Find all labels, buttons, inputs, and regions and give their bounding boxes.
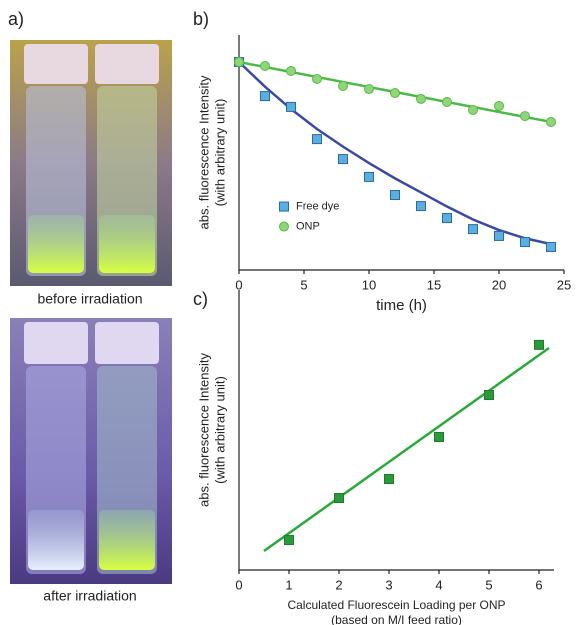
panel-label: b) <box>193 9 209 29</box>
point <box>334 493 344 504</box>
photo-caption: after irradiation <box>43 588 136 604</box>
point <box>312 73 322 84</box>
y-axis-label: (with arbitrary unit) <box>212 99 227 207</box>
y-axis-label: (with arbitrary unit) <box>212 376 227 484</box>
point <box>520 237 530 248</box>
x-axis-label: time (h) <box>376 297 427 314</box>
photo-caption: before irradiation <box>37 291 142 307</box>
x-tick-label: 0 <box>235 577 242 592</box>
panel-label: c) <box>193 289 208 309</box>
point <box>234 57 244 68</box>
point <box>338 80 348 91</box>
x-tick-label: 4 <box>435 577 442 592</box>
point <box>546 241 556 252</box>
x-axis-label: Calculated Fluorescein Loading per ONP <box>287 598 505 612</box>
point <box>546 116 556 127</box>
legend-marker <box>279 201 289 212</box>
point <box>494 230 504 241</box>
point <box>442 96 452 107</box>
x-tick-label: 20 <box>492 277 506 292</box>
x-tick-label: 2 <box>335 577 342 592</box>
point <box>434 432 444 442</box>
point <box>384 474 394 484</box>
point <box>286 101 296 112</box>
photo-before <box>10 40 172 286</box>
point <box>416 201 426 212</box>
point <box>364 171 374 182</box>
point <box>442 213 452 224</box>
panel-label: a) <box>8 9 24 29</box>
legend-label: ONP <box>296 220 320 232</box>
x-tick-label: 15 <box>427 277 441 292</box>
fit-line <box>263 346 550 552</box>
photo-after <box>10 318 172 584</box>
point <box>260 61 270 72</box>
point <box>534 339 544 350</box>
point <box>338 154 348 165</box>
x-tick-label: 5 <box>485 577 492 592</box>
x-axis-label: (based on M/I feed ratio) <box>331 613 462 625</box>
point <box>312 134 322 145</box>
point <box>390 190 400 201</box>
x-tick-label: 6 <box>535 577 542 592</box>
x-tick-label: 5 <box>300 277 307 292</box>
x-tick-label: 3 <box>385 577 392 592</box>
point <box>286 65 296 76</box>
point <box>364 84 374 95</box>
point <box>260 91 270 102</box>
point <box>416 93 426 104</box>
x-tick-label: 10 <box>362 277 376 292</box>
y-axis-label: abs. fluorescence Intensity <box>196 75 211 229</box>
point <box>468 104 478 115</box>
x-tick-label: 1 <box>285 577 292 592</box>
y-axis-label: abs. fluorescence Intensity <box>196 353 211 507</box>
point <box>468 224 478 235</box>
point <box>494 100 504 111</box>
point <box>484 390 494 400</box>
point <box>520 111 530 122</box>
x-tick-label: 0 <box>235 277 242 292</box>
legend-marker <box>279 221 289 232</box>
legend-label: Free dye <box>296 200 339 212</box>
x-tick-label: 25 <box>557 277 571 292</box>
point <box>284 535 294 546</box>
point <box>390 88 400 99</box>
